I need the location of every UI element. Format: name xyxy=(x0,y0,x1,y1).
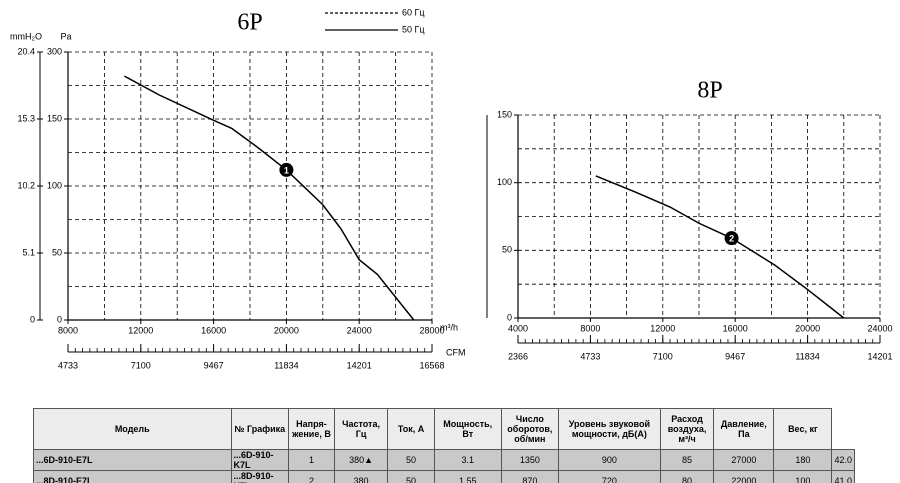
x2-tick-label: 11834 xyxy=(795,351,819,361)
table-cell: 380 xyxy=(333,470,389,483)
table-cell: 870 xyxy=(500,470,560,483)
x2-tick-label: 9467 xyxy=(725,351,745,361)
table-cell: 3.1 xyxy=(433,449,502,471)
operating-point-label: 1 xyxy=(284,165,289,175)
x2-tick-label: 7100 xyxy=(653,351,673,361)
x-tick-label: 24000 xyxy=(867,323,892,333)
table-cell: 85 xyxy=(659,449,715,471)
x2-tick-label: 16568 xyxy=(419,360,444,370)
y2-axis-label: mmH₂O xyxy=(10,31,42,41)
operating-point xyxy=(279,162,294,177)
y-tick-label: 150 xyxy=(47,113,62,123)
header-cell: Напря-жение, В xyxy=(288,408,335,450)
table-cell: 180 xyxy=(773,449,833,471)
y-tick-label: 300 xyxy=(47,46,62,56)
x2-tick-label: 2366 xyxy=(508,351,528,361)
y2-tick-label: 0 xyxy=(30,314,35,324)
header-cell: Вес, кг xyxy=(773,408,833,450)
table-cell: 50 xyxy=(387,470,435,483)
y-tick-label: 0 xyxy=(507,312,512,322)
table-cell: 900 xyxy=(558,449,661,471)
x-tick-label: 12000 xyxy=(650,323,675,333)
table-cell: ...8D-910-K7L xyxy=(230,470,290,483)
table-cell: 50 xyxy=(387,449,435,471)
table-row: ...8D-910-E7L...8D-910-K7L2380501.558707… xyxy=(33,470,855,483)
table-cell: 41.0 xyxy=(831,470,855,483)
table-cell: 100 xyxy=(773,470,833,483)
x2-tick-label: 14201 xyxy=(867,351,892,361)
x-tick-label: 8000 xyxy=(580,323,600,333)
table-cell: 1.55 xyxy=(433,470,502,483)
y-tick-label: 50 xyxy=(52,247,62,257)
x-tick-label: 16000 xyxy=(201,325,226,335)
x-tick-label: 20000 xyxy=(274,325,299,335)
table-cell: 2 xyxy=(288,470,335,483)
x2-tick-label: 9467 xyxy=(204,360,224,370)
x2-axis-label: CFM xyxy=(446,347,466,357)
x-tick-label: 8000 xyxy=(58,325,78,335)
header-cell: № Графика xyxy=(230,408,290,450)
table-row: ...6D-910-E7L ...6D-910-K7L 1 380▲ 50 3.1 1350… xyxy=(33,449,855,471)
x-tick-label: 24000 xyxy=(347,325,372,335)
header-cell: Частота, Гц xyxy=(333,408,389,450)
header-cell: Ток, А xyxy=(387,408,435,450)
y-tick-label: 50 xyxy=(502,245,512,255)
chart-title: 8P xyxy=(697,78,722,104)
y-tick-label: 100 xyxy=(47,180,62,190)
x-tick-label: 28000 xyxy=(419,325,444,335)
x-tick-label: 16000 xyxy=(723,323,748,333)
spec-table: Модель № Графика Напря-жение, В Частота, Гц… xyxy=(33,408,855,483)
x2-tick-label: 4733 xyxy=(580,351,600,361)
operating-point-label: 2 xyxy=(729,234,734,244)
y2-tick-label: 5.1 xyxy=(22,247,35,257)
table-cell: 80 xyxy=(659,470,715,483)
x2-tick-label: 11834 xyxy=(274,360,298,370)
table-cell: 42.0 xyxy=(831,449,855,471)
table-cell: 22000 xyxy=(713,470,775,483)
table-cell: ...8D-910-E7L xyxy=(33,470,232,483)
legend-label: 60 Гц xyxy=(402,7,425,17)
y2-tick-label: 15.3 xyxy=(17,113,35,123)
table-cell: 720 xyxy=(558,470,661,483)
x2-tick-label: 7100 xyxy=(131,360,151,370)
y-tick-label: 100 xyxy=(497,177,512,187)
y2-tick-label: 20.4 xyxy=(17,46,35,56)
x2-tick-label: 4733 xyxy=(58,360,78,370)
chart-title: 6P xyxy=(237,10,262,36)
x-axis-label: m³/h xyxy=(440,322,458,332)
header-cell: Мощность, Вт xyxy=(433,408,502,450)
y-axis-label: Pa xyxy=(60,31,71,41)
x-tick-label: 12000 xyxy=(128,325,153,335)
table-cell: 1350 xyxy=(500,449,560,471)
table-cell: 380▲ xyxy=(333,449,389,471)
table-cell: ...6D-910-K7L xyxy=(230,449,290,471)
curve xyxy=(595,175,845,319)
header-cell: Уровень звуковой мощности, дБ(А) xyxy=(558,408,661,450)
y-tick-label: 150 xyxy=(497,109,512,119)
curve xyxy=(124,75,415,321)
legend-label: 50 Гц xyxy=(402,24,425,34)
x-tick-label: 20000 xyxy=(795,323,820,333)
x2-tick-label: 14201 xyxy=(347,360,372,370)
table-cell: ...6D-910-E7L xyxy=(33,449,232,471)
header-cell: Расход воздуха, м³/ч xyxy=(659,408,715,450)
header-cell: Давление, Па xyxy=(713,408,775,450)
header-cell: Модель xyxy=(33,408,232,450)
table-cell: 1 xyxy=(288,449,335,471)
x-tick-label: 4000 xyxy=(508,323,528,333)
header-cell: Число оборотов, об/мин xyxy=(500,408,560,450)
y-tick-label: 0 xyxy=(57,314,62,324)
operating-point xyxy=(724,231,739,246)
table-cell: 27000 xyxy=(713,449,775,471)
y2-tick-label: 10.2 xyxy=(17,180,35,190)
